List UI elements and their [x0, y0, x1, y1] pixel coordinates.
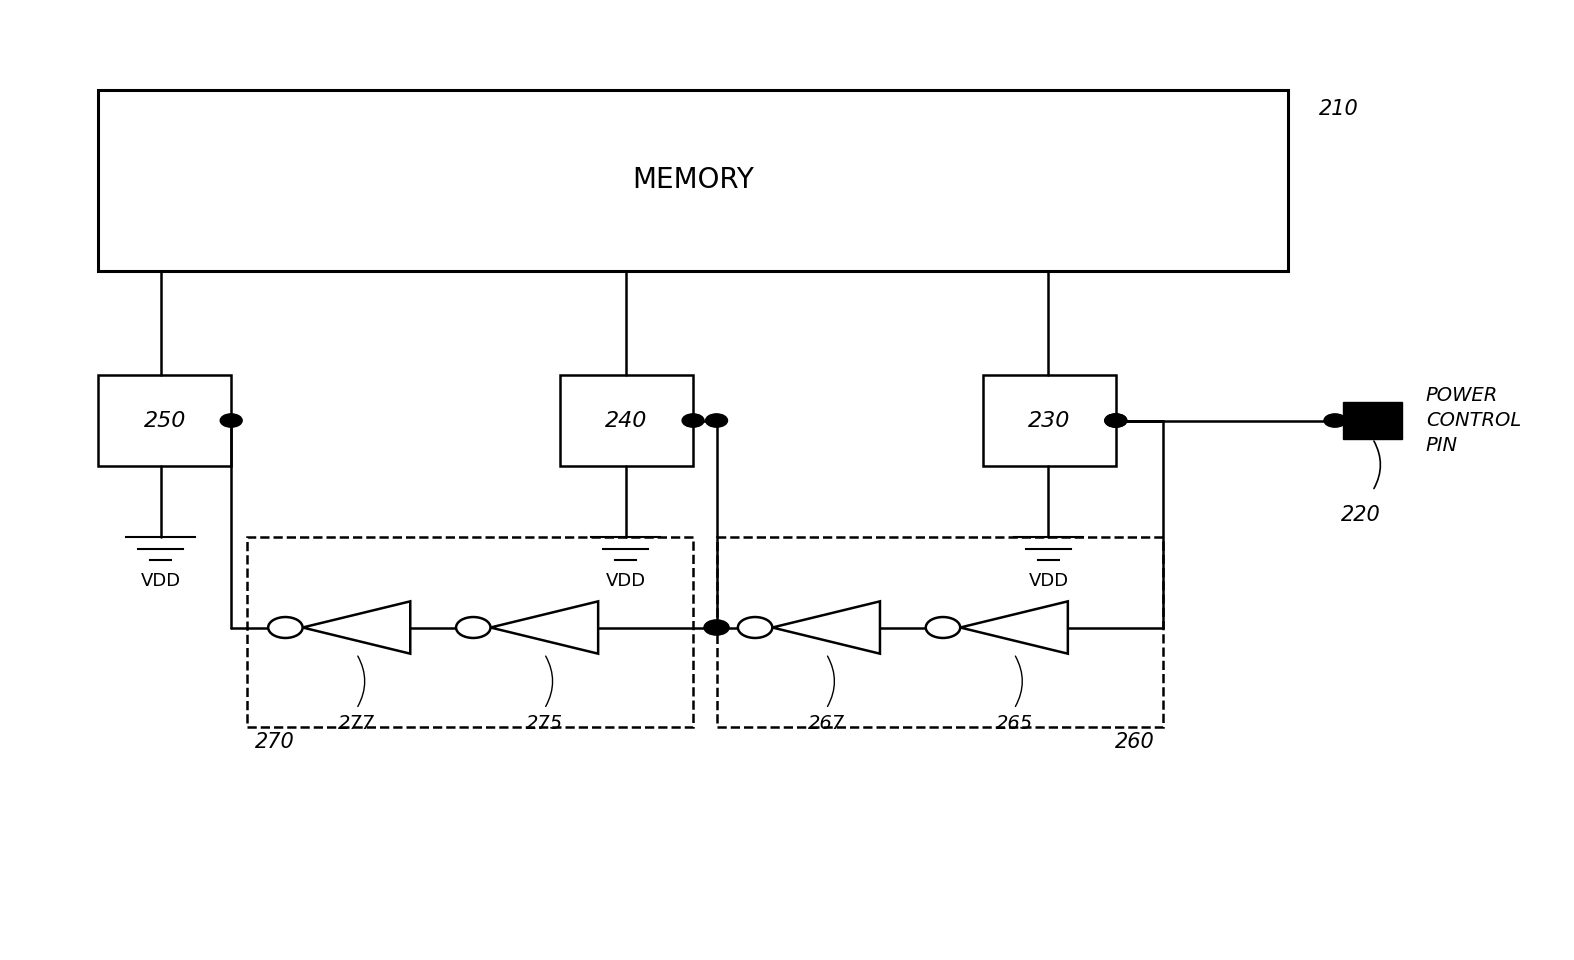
Circle shape: [1105, 414, 1127, 427]
Circle shape: [705, 414, 727, 427]
Circle shape: [268, 617, 302, 638]
Text: 250: 250: [143, 411, 186, 430]
Text: 230: 230: [1028, 411, 1070, 430]
Text: 265: 265: [995, 713, 1033, 732]
Text: VDD: VDD: [606, 572, 645, 589]
Bar: [982, 375, 1116, 466]
Text: 260: 260: [1116, 732, 1155, 753]
Circle shape: [704, 620, 729, 636]
Circle shape: [456, 617, 491, 638]
Text: 267: 267: [807, 713, 845, 732]
Text: 275: 275: [526, 713, 563, 732]
Bar: [1343, 402, 1402, 439]
Text: 270: 270: [255, 732, 294, 753]
Circle shape: [926, 617, 960, 638]
Text: VDD: VDD: [140, 572, 181, 589]
Text: MEMORY: MEMORY: [633, 166, 754, 194]
Bar: [247, 537, 693, 728]
Text: 220: 220: [1341, 505, 1380, 525]
Circle shape: [682, 414, 704, 427]
Text: VDD: VDD: [1028, 572, 1069, 589]
Circle shape: [1105, 414, 1127, 427]
Text: POWER
CONTROL
PIN: POWER CONTROL PIN: [1426, 386, 1520, 455]
Text: 210: 210: [1319, 99, 1358, 119]
Text: 240: 240: [606, 411, 648, 430]
Bar: [98, 90, 1288, 271]
Bar: [98, 375, 231, 466]
Circle shape: [1324, 414, 1346, 427]
Circle shape: [738, 617, 773, 638]
Bar: [560, 375, 693, 466]
Circle shape: [220, 414, 242, 427]
Bar: [716, 537, 1163, 728]
Text: 277: 277: [338, 713, 375, 732]
